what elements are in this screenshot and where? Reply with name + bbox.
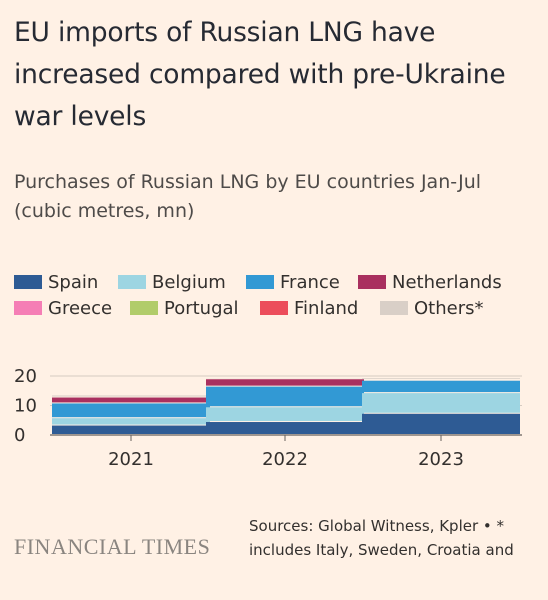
bar-2021-others	[52, 395, 210, 397]
legend-swatch-belgium	[118, 275, 146, 289]
legend-label-portugal: Portugal	[164, 297, 239, 319]
legend-item-others: Others*	[380, 296, 484, 320]
bar-2022-netherlands	[206, 379, 364, 386]
x-tick-label-2022: 2022	[262, 449, 308, 470]
chart-subtitle: Purchases of Russian LNG by EU countries…	[14, 171, 482, 222]
legend-item-spain: Spain	[14, 270, 98, 294]
legend-item-france: France	[246, 270, 340, 294]
x-tick-label-2021: 2021	[108, 449, 154, 470]
legend-label-netherlands: Netherlands	[392, 271, 502, 293]
bar-2021-netherlands	[52, 397, 210, 403]
legend-label-finland: Finland	[294, 297, 359, 319]
legend-swatch-finland	[260, 301, 288, 315]
legend-swatch-greece	[14, 301, 42, 315]
y-tick-label-0: 0	[14, 425, 25, 446]
bar-2022-spain	[206, 422, 364, 434]
legend-swatch-others	[380, 301, 408, 315]
legend-label-spain: Spain	[48, 271, 99, 293]
legend-swatch-portugal	[130, 301, 158, 315]
bar-2023-france	[362, 380, 520, 393]
legend-item-finland: Finland	[260, 296, 358, 320]
x-tick-label-2023: 2023	[418, 449, 464, 470]
stacked-bar-chart: 0 10 20 2021 2022 2023	[14, 366, 522, 470]
legend-label-france: France	[280, 271, 340, 293]
bar-2023-belgium	[362, 393, 520, 413]
legend-swatch-netherlands	[358, 275, 386, 289]
source-note: Sources: Global Witness, Kpler • * inclu…	[249, 517, 514, 559]
legend-label-belgium: Belgium	[152, 271, 226, 293]
legend-item-portugal: Portugal	[130, 296, 239, 320]
legend-item-belgium: Belgium	[118, 270, 226, 294]
bar-2022-belgium	[206, 407, 364, 422]
bar-2021-spain	[52, 425, 210, 434]
y-tick-label-20: 20	[14, 366, 37, 387]
legend-swatch-france	[246, 275, 274, 289]
bar-2021-belgium	[52, 418, 210, 425]
bar-2021-france	[52, 403, 210, 418]
legend-label-greece: Greece	[48, 297, 113, 319]
y-tick-label-10: 10	[14, 396, 37, 417]
bar-2023-others	[362, 378, 520, 379]
legend-item-greece: Greece	[14, 296, 112, 320]
legend-label-others: Others*	[414, 297, 484, 319]
bar-2023-spain	[362, 413, 520, 434]
chart-title: EU imports of Russian LNG have increased…	[14, 17, 506, 132]
legend-item-netherlands: Netherlands	[358, 270, 502, 294]
ft-logo: FINANCIAL TIMES	[14, 534, 211, 559]
bar-2022-france	[206, 386, 364, 407]
legend-swatch-spain	[14, 275, 42, 289]
legend: Spain Belgium France Netherlands Greece …	[14, 270, 534, 324]
